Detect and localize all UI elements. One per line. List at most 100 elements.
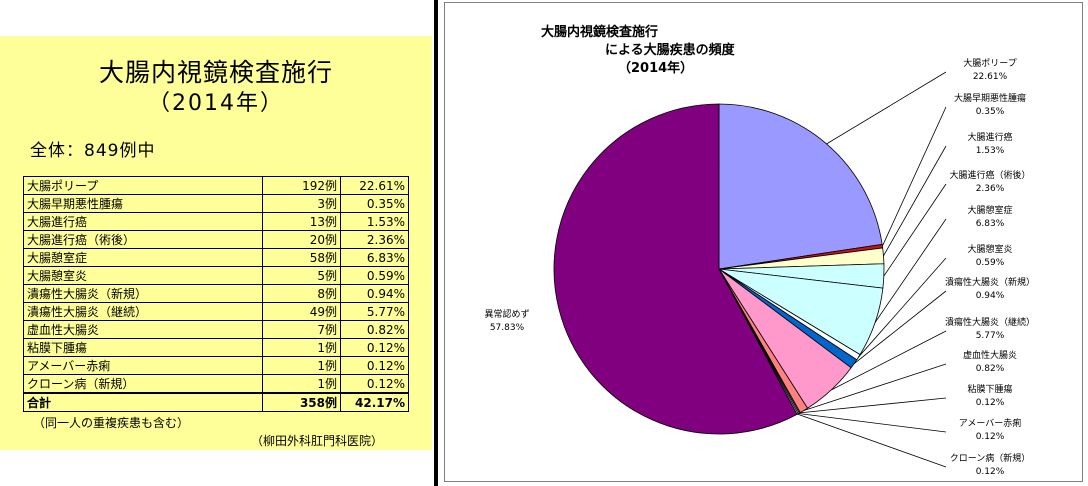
row-percent: 2.36% — [340, 230, 409, 249]
row-name: 大腸進行癌（術後） — [23, 230, 263, 249]
row-percent: 0.59% — [340, 266, 409, 285]
row-count: 58例 — [262, 248, 341, 267]
row-percent: 0.12% — [340, 356, 409, 375]
row-count: 8例 — [262, 284, 341, 303]
slice-name-label: 大腸ポリープ — [963, 57, 1016, 69]
row-count: 20例 — [262, 230, 341, 249]
table-row: 潰瘍性大腸炎（継続） 49例 5.77% — [23, 302, 409, 321]
slice-name-label: アメーバー赤痢 — [959, 417, 1021, 429]
pie-chart: 大腸内視鏡検査施行 による大腸疾患の頻度 （2014年） 大腸ポリープ 22.61… — [484, 24, 1035, 477]
slice-percent-label: 0.12% — [976, 467, 1005, 477]
stats-table: 大腸ポリープ 192例 22.61% 大腸早期悪性腫瘍 3例 0.35% 大腸進行癌 13例 1… — [23, 176, 409, 412]
row-name: 粘膜下腫瘍 — [23, 338, 263, 357]
pie-slice — [553, 103, 798, 435]
row-name: 潰瘍性大腸炎（新規） — [23, 284, 263, 303]
leader-line — [831, 330, 947, 391]
slice-name-label: 粘膜下腫瘍 — [967, 383, 1012, 395]
slice-percent-label: 0.59% — [976, 258, 1005, 268]
table-row: 虚血性大腸炎 7例 0.82% — [23, 320, 409, 339]
slice-name-label: 潰瘍性大腸炎（新規） — [945, 276, 1035, 288]
table-row: 大腸憩室炎 5例 0.59% — [23, 266, 409, 285]
table-row: アメーバー赤痢 1例 0.12% — [23, 356, 409, 375]
row-count: 7例 — [262, 320, 341, 339]
table-row: 粘膜下腫瘍 1例 0.12% — [23, 338, 409, 357]
slice-name-label: 大腸進行癌（術後） — [949, 169, 1030, 181]
slice-name-label: 大腸進行癌 — [967, 131, 1012, 143]
row-count: 1例 — [262, 374, 341, 394]
clinic-credit: （柳田外科肛門科医院） — [251, 434, 384, 448]
row-percent: 1.53% — [340, 212, 409, 231]
table-row: 大腸進行癌（術後） 20例 2.36% — [23, 230, 409, 249]
slice-name-label: 異常認めず — [484, 308, 529, 320]
total-name: 合計 — [23, 392, 263, 412]
slice-percent-label: 0.12% — [976, 432, 1005, 442]
slice-name-label: 大腸憩室炎 — [967, 243, 1012, 255]
slice-name-label: 大腸憩室症 — [967, 204, 1012, 216]
row-percent: 6.83% — [340, 248, 409, 267]
chart-title-line-2: による大腸疾患の頻度 — [605, 42, 736, 58]
row-name: 潰瘍性大腸炎（継続） — [23, 302, 263, 321]
summary-panel: 大腸内視鏡検査施行 （2014年） 全体：849例中 大腸ポリープ 192例 22.… — [0, 36, 432, 450]
row-percent: 0.82% — [340, 320, 409, 339]
leader-line — [883, 183, 947, 277]
row-name: クローン病（新規） — [23, 374, 263, 394]
row-percent: 5.77% — [340, 302, 409, 321]
row-name: 大腸進行癌 — [23, 212, 263, 231]
row-name: 大腸早期悪性腫瘍 — [23, 194, 263, 213]
leader-line — [853, 290, 947, 365]
row-count: 13例 — [262, 212, 341, 231]
slice-percent-label: 5.77% — [976, 331, 1005, 341]
pie-slice — [718, 103, 883, 270]
total-percent: 42.17% — [340, 392, 409, 412]
slice-percent-label: 2.36% — [976, 184, 1005, 194]
slice-percent-label: 0.35% — [976, 107, 1005, 117]
leader-line — [874, 218, 947, 323]
slice-percent-label: 0.12% — [976, 398, 1005, 408]
table-row: 大腸ポリープ 192例 22.61% — [23, 176, 409, 195]
row-percent: 0.12% — [340, 338, 409, 357]
row-name: 大腸憩室炎 — [23, 266, 263, 285]
slice-percent-label: 22.61% — [973, 72, 1008, 82]
total-count-label: 全体：849例中 — [30, 141, 156, 161]
row-count: 49例 — [262, 302, 341, 321]
row-count: 5例 — [262, 266, 341, 285]
duplicate-note: （同一人の重複疾患も含む） — [33, 416, 190, 430]
row-name: 大腸ポリープ — [23, 176, 263, 195]
slice-percent-label: 57.83% — [490, 323, 525, 333]
slice-name-label: クローン病（新規） — [950, 452, 1031, 464]
pie-chart-frame: 大腸内視鏡検査施行 による大腸疾患の頻度 （2014年） 大腸ポリープ 22.61… — [444, 2, 1083, 482]
row-percent: 0.35% — [340, 194, 409, 213]
leader-line — [797, 413, 947, 468]
chart-title-line-3: （2014年） — [618, 60, 693, 76]
row-count: 1例 — [262, 338, 341, 357]
row-name: 虚血性大腸炎 — [23, 320, 263, 339]
leader-line — [799, 397, 947, 414]
leader-line — [858, 257, 947, 358]
slice-name-label: 潰瘍性大腸炎（継続） — [945, 316, 1035, 328]
row-count: 192例 — [262, 176, 341, 195]
panel-divider — [434, 0, 438, 486]
table-row: 大腸進行癌 13例 1.53% — [23, 212, 409, 231]
row-percent: 22.61% — [340, 176, 409, 195]
slice-percent-label: 0.82% — [976, 364, 1005, 374]
row-percent: 0.12% — [340, 374, 409, 394]
leader-line — [883, 145, 947, 256]
summary-subtitle: （2014年） — [148, 91, 284, 116]
slice-name-label: 大腸早期悪性腫瘍 — [954, 92, 1026, 104]
leader-line — [882, 106, 947, 247]
table-row: 大腸憩室症 58例 6.83% — [23, 248, 409, 267]
table-row: 潰瘍性大腸炎（新規） 8例 0.94% — [23, 284, 409, 303]
table-row: 大腸早期悪性腫瘍 3例 0.35% — [23, 194, 409, 213]
leader-line — [803, 363, 947, 411]
total-count: 358例 — [262, 392, 341, 412]
leader-line — [826, 71, 947, 145]
row-name: 大腸憩室症 — [23, 248, 263, 267]
leader-line — [798, 413, 947, 433]
row-name: アメーバー赤痢 — [23, 356, 263, 375]
slice-percent-label: 6.83% — [976, 219, 1005, 229]
total-row: 合計 358例 42.17% — [23, 392, 409, 412]
slice-percent-label: 0.94% — [976, 291, 1005, 301]
row-count: 1例 — [262, 356, 341, 375]
row-count: 3例 — [262, 194, 341, 213]
summary-title: 大腸内視鏡検査施行 — [98, 58, 333, 87]
